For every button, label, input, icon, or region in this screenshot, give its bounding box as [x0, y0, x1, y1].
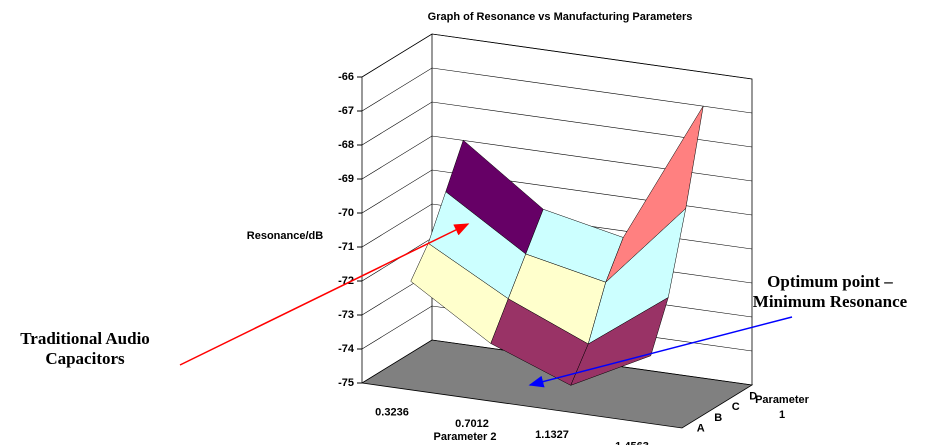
- z-axis-label: Resonance/dB: [247, 230, 323, 242]
- y-axis-label: 1: [779, 409, 785, 421]
- z-tick-label: -70: [338, 207, 354, 219]
- z-tick-label: -73: [338, 309, 354, 321]
- x-tick-label: 1.1327: [535, 429, 569, 441]
- z-tick-label: -71: [338, 241, 354, 253]
- grid-line: [361, 135, 753, 182]
- y-tick-label: A: [697, 423, 705, 435]
- x-tick-label: 1.4563: [615, 440, 649, 445]
- x-axis-label: Parameter 2: [434, 431, 497, 443]
- y-axis-label: Parameter: [755, 394, 810, 406]
- surface-cell: [570, 296, 669, 386]
- chart-title: Graph of Resonance vs Manufacturing Para…: [428, 11, 693, 23]
- annotation-arrow: [179, 223, 470, 366]
- grid-line: [361, 339, 753, 386]
- annotation: Optimum point –: [767, 272, 893, 291]
- y-tick-label: D: [749, 390, 757, 402]
- grid-line: [361, 33, 753, 80]
- annotation-arrow: [528, 316, 793, 388]
- annotation: Minimum Resonance: [753, 292, 908, 311]
- annotation: Capacitors: [45, 349, 125, 368]
- z-tick-label: -74: [338, 343, 355, 355]
- z-tick-label: -66: [338, 71, 354, 83]
- y-tick-label: C: [732, 401, 740, 413]
- z-tick-label: -75: [338, 377, 354, 389]
- grid-line: [361, 101, 753, 148]
- x-tick-label: 0.3236: [375, 407, 409, 419]
- z-tick-label: -69: [338, 173, 354, 185]
- z-tick-label: -67: [338, 105, 354, 117]
- grid-line: [361, 169, 753, 216]
- grid-line: [361, 67, 753, 114]
- x-tick-label: 0.7012: [455, 418, 489, 430]
- z-tick-label: -68: [338, 139, 354, 151]
- annotation: Traditional Audio: [20, 329, 150, 348]
- y-tick-label: B: [714, 412, 722, 424]
- z-tick-label: -72: [338, 275, 354, 287]
